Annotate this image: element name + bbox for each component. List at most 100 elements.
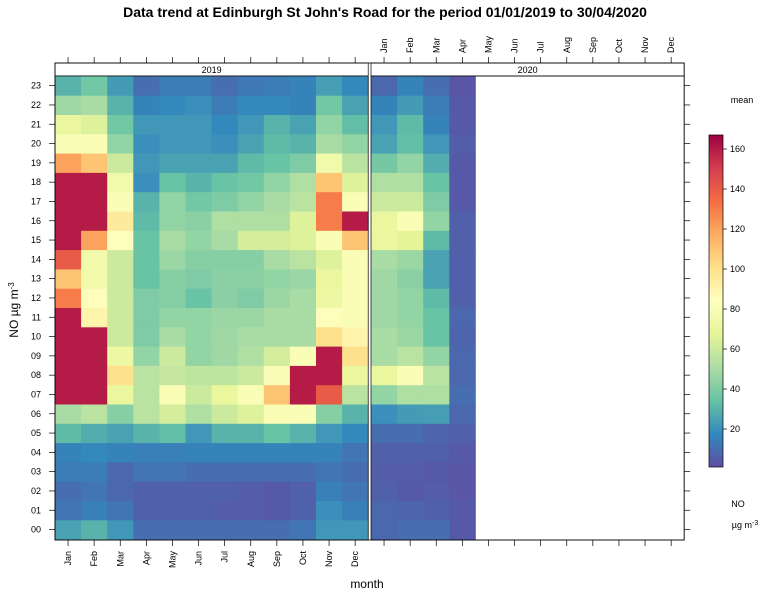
heatmap-cell (423, 500, 450, 521)
heatmap-cell (55, 404, 82, 424)
heatmap-cell (371, 519, 398, 540)
heatmap-cell (107, 211, 134, 231)
heatmap-cell (423, 307, 450, 328)
heatmap-cell (449, 95, 476, 115)
y-tick-label: 20 (31, 139, 41, 149)
heatmap-cell (55, 346, 82, 366)
heatmap-cell (107, 404, 134, 424)
heatmap-cell (55, 230, 82, 251)
heatmap-cell (263, 481, 291, 501)
heatmap-cell (342, 365, 369, 386)
legend-footer-name: NO (731, 499, 745, 509)
heatmap-cell (342, 326, 369, 347)
heatmap-cell (371, 307, 398, 328)
heatmap-cell (133, 114, 160, 135)
heatmap-cell (397, 384, 424, 405)
x-tick-label: Apr (141, 551, 151, 565)
heatmap-cell (237, 95, 265, 115)
x-tick-label: Oct (298, 551, 308, 566)
heatmap-cell (55, 76, 82, 96)
heatmap-cell (263, 114, 291, 135)
heatmap-cell (371, 76, 398, 96)
y-tick-label: 19 (31, 158, 41, 168)
heatmap-cell (397, 500, 424, 521)
heatmap-cell (316, 114, 343, 135)
heatmap-cell (133, 519, 160, 540)
heatmap-cell (159, 114, 186, 135)
heatmap-cell (133, 172, 160, 193)
heatmap-cell (211, 519, 239, 540)
heatmap-cell (263, 442, 291, 463)
heatmap-cell (133, 191, 160, 212)
heatmap-cell (397, 442, 424, 463)
heatmap-cell (449, 423, 476, 444)
heatmap-cell (316, 288, 343, 308)
heatmap-cell (133, 288, 160, 308)
heatmap-cell (397, 462, 424, 482)
heatmap-cell (423, 133, 450, 154)
heatmap-cell (237, 481, 265, 501)
heatmap-cell (397, 153, 424, 173)
heatmap-cell (185, 481, 212, 501)
heatmap-cell (316, 269, 343, 289)
x-tick-label: Aug (562, 37, 572, 53)
y-tick-label: 03 (31, 467, 41, 477)
heatmap-cell (449, 519, 476, 540)
heatmap-cell (342, 307, 369, 328)
heatmap-cell (107, 95, 134, 115)
heatmap-cell (81, 500, 108, 521)
y-tick-label: 09 (31, 351, 41, 361)
heatmap-cell (81, 249, 108, 270)
heatmap-cell (185, 269, 212, 289)
heatmap-cell (397, 249, 424, 270)
heatmap-cell (371, 326, 398, 347)
heatmap-cell (423, 384, 450, 405)
heatmap-cell (211, 346, 239, 366)
heatmap-cell (107, 384, 134, 405)
heatmap-cell (397, 326, 424, 347)
heatmap-cell (316, 172, 343, 193)
heatmap-cell (185, 519, 212, 540)
heatmap-cell (159, 133, 186, 154)
heatmap-cell (159, 404, 186, 424)
heatmap-cell (159, 95, 186, 115)
y-tick-label: 10 (31, 332, 41, 342)
heatmap-cell (263, 269, 291, 289)
heatmap-cell (81, 114, 108, 135)
heatmap-cell (107, 249, 134, 270)
heatmap-cell (237, 384, 265, 405)
heatmap-cell (289, 404, 317, 424)
heatmap-cell (289, 249, 317, 270)
heatmap-cell (289, 346, 317, 366)
heatmap-cell (159, 269, 186, 289)
heatmap-cell (159, 346, 186, 366)
heatmap-cell (423, 288, 450, 308)
heatmap-panels: 2019 2020 (54, 62, 685, 541)
heatmap-cell (316, 326, 343, 347)
x-tick-label: Jan (379, 38, 389, 53)
heatmap-cell (289, 153, 317, 173)
heatmap-cell (263, 384, 291, 405)
heatmap-cell (185, 462, 212, 482)
heatmap-cell (185, 288, 212, 308)
heatmap-cell (81, 346, 108, 366)
heatmap-cell (397, 191, 424, 212)
plot-frame (54, 62, 685, 541)
heatmap-cell (397, 230, 424, 251)
heatmap-cell (159, 442, 186, 463)
y-tick-label: 07 (31, 389, 41, 399)
heatmap-cell (107, 288, 134, 308)
heatmap-cell (237, 500, 265, 521)
heatmap-cell (55, 133, 82, 154)
heatmap-cell (423, 191, 450, 212)
heatmap-cell (263, 191, 291, 212)
heatmap-cell (316, 519, 343, 540)
heatmap-cell (371, 114, 398, 135)
heatmap-cell (342, 481, 369, 501)
heatmap-cell (185, 114, 212, 135)
heatmap-cell (371, 288, 398, 308)
heatmap-cell (449, 249, 476, 270)
heatmap-cell (133, 346, 160, 366)
heatmap-cell (211, 500, 239, 521)
x-tick-label: Oct (614, 38, 624, 53)
